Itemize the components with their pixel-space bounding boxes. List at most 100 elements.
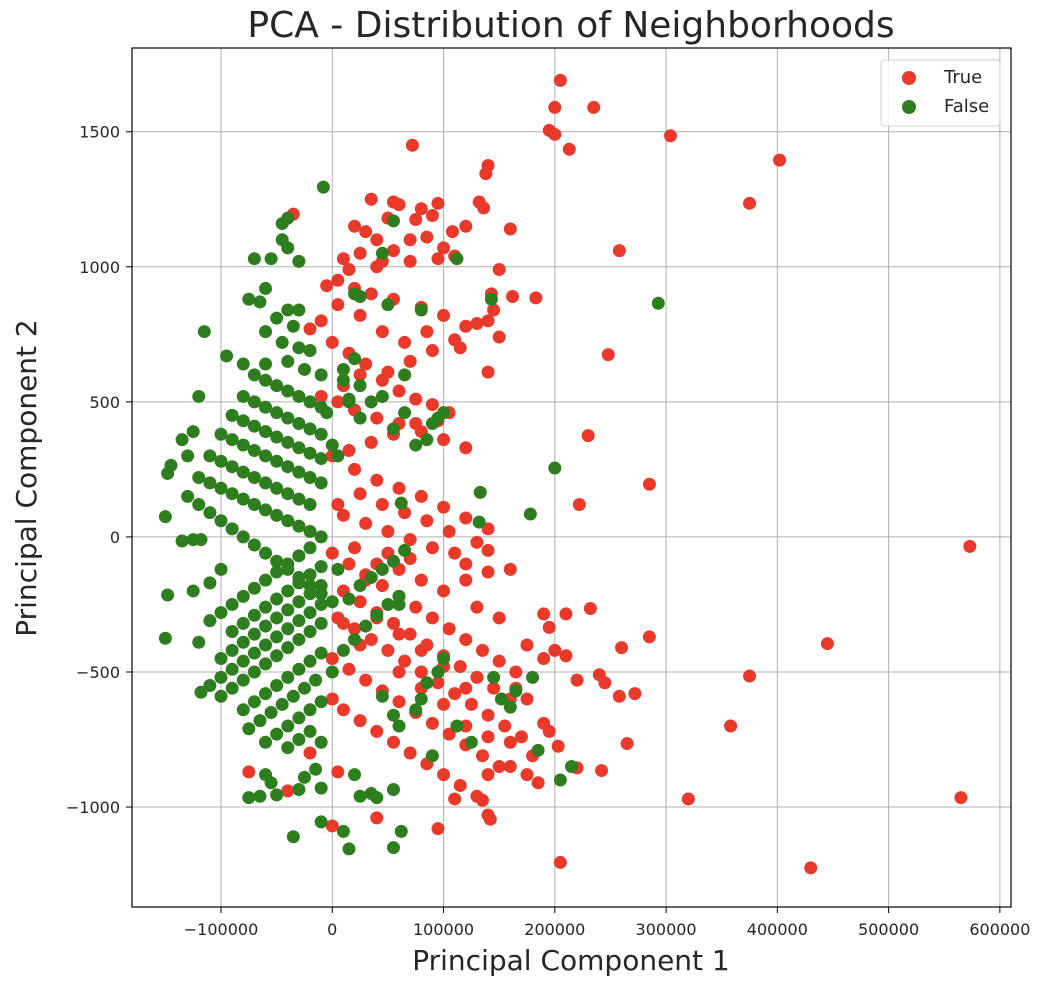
point-false xyxy=(253,295,267,309)
point-false xyxy=(236,389,250,403)
point-false xyxy=(225,624,239,638)
point-true xyxy=(359,673,373,687)
point-true xyxy=(353,595,367,609)
point-false xyxy=(264,706,278,720)
point-false xyxy=(473,485,487,499)
point-true xyxy=(475,793,489,807)
point-true xyxy=(342,263,356,277)
point-false xyxy=(292,389,306,403)
point-true xyxy=(370,260,384,274)
point-false xyxy=(175,534,189,548)
legend-true-label: True xyxy=(943,67,982,88)
point-false xyxy=(303,703,317,717)
point-false xyxy=(181,449,195,463)
point-false xyxy=(425,749,439,763)
point-true xyxy=(628,687,642,701)
point-true xyxy=(392,695,406,709)
point-false xyxy=(292,576,306,590)
point-true xyxy=(242,765,256,779)
point-true xyxy=(615,641,629,655)
point-false xyxy=(158,510,172,524)
series-false xyxy=(158,180,665,856)
point-true xyxy=(409,416,423,430)
point-false xyxy=(242,791,256,805)
point-false xyxy=(303,525,317,539)
point-false xyxy=(314,616,328,630)
point-false xyxy=(281,487,295,501)
point-false xyxy=(259,373,273,387)
point-false xyxy=(225,662,239,676)
y-axis-ticks: −1000 −500 0 500 1000 1500 xyxy=(66,123,132,817)
point-false xyxy=(548,461,562,475)
point-true xyxy=(403,746,417,760)
point-false xyxy=(203,476,217,490)
point-true xyxy=(520,638,534,652)
point-true xyxy=(459,511,473,525)
point-true xyxy=(743,669,757,683)
point-false xyxy=(270,406,284,420)
point-true xyxy=(386,735,400,749)
point-false xyxy=(375,389,389,403)
point-false xyxy=(303,654,317,668)
point-false xyxy=(259,400,273,414)
point-false xyxy=(292,465,306,479)
y-tick-label: −1000 xyxy=(66,798,120,817)
point-true xyxy=(562,142,576,156)
point-true xyxy=(370,724,384,738)
point-false xyxy=(236,465,250,479)
point-false xyxy=(303,606,317,620)
point-false xyxy=(381,597,395,611)
point-false xyxy=(353,579,367,593)
point-false xyxy=(259,573,273,587)
point-true xyxy=(403,533,417,547)
point-true xyxy=(553,73,567,87)
point-false xyxy=(214,481,228,495)
point-false xyxy=(186,584,200,598)
point-false xyxy=(192,498,206,512)
point-true xyxy=(503,222,517,236)
point-false xyxy=(259,357,273,371)
point-false xyxy=(225,597,239,611)
point-true xyxy=(724,719,738,733)
point-true xyxy=(529,291,543,305)
point-true xyxy=(425,541,439,555)
point-false xyxy=(375,246,389,260)
point-true xyxy=(453,778,467,792)
point-true xyxy=(348,541,362,555)
point-true xyxy=(405,138,419,152)
point-false xyxy=(297,681,311,695)
point-true xyxy=(359,516,373,530)
point-true xyxy=(437,500,451,514)
point-true xyxy=(420,514,434,528)
point-false xyxy=(320,406,334,420)
point-true xyxy=(437,584,451,598)
point-false xyxy=(370,608,384,622)
point-false xyxy=(553,773,567,787)
point-false xyxy=(314,452,328,466)
point-false xyxy=(325,665,339,679)
point-true xyxy=(773,153,787,167)
point-true xyxy=(479,167,493,181)
point-false xyxy=(336,643,350,657)
point-true xyxy=(348,462,362,476)
point-false xyxy=(203,614,217,628)
point-false xyxy=(292,303,306,317)
point-false xyxy=(431,665,445,679)
point-true xyxy=(431,252,445,266)
point-false xyxy=(281,741,295,755)
point-false xyxy=(364,787,378,801)
point-true xyxy=(336,508,350,522)
x-tick-label: 600000 xyxy=(969,920,1030,939)
point-true xyxy=(370,811,384,825)
point-false xyxy=(292,341,306,355)
point-true xyxy=(414,202,428,216)
point-false xyxy=(286,830,300,844)
point-true xyxy=(470,670,484,684)
y-tick-label: −500 xyxy=(76,663,120,682)
point-false xyxy=(236,414,250,428)
point-true xyxy=(375,373,389,387)
point-true xyxy=(581,429,595,443)
point-true xyxy=(548,127,562,141)
point-false xyxy=(309,762,323,776)
point-false xyxy=(259,657,273,671)
